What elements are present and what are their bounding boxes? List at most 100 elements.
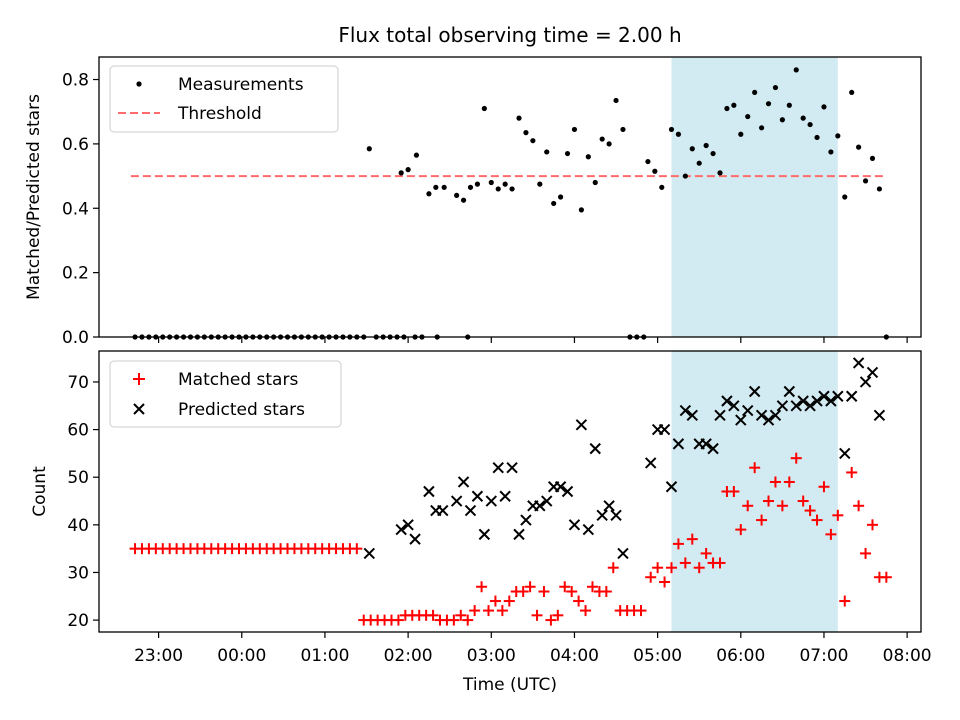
- predicted-star-point: [686, 409, 698, 422]
- legend-predicted-marker: [133, 403, 145, 415]
- predicted-star-point: [845, 390, 858, 402]
- count-x-tick-label: 08:00: [883, 646, 932, 666]
- predicted-star-point: [658, 423, 671, 436]
- predicted-star-point: [742, 404, 754, 417]
- observing-window-bottom: [671, 351, 838, 632]
- predicted-star-point: [561, 485, 574, 498]
- matched-star-point: [797, 495, 809, 507]
- count-x-tick-label: 07:00: [799, 646, 848, 666]
- legend-threshold-label: Threshold: [177, 104, 262, 124]
- matched-star-point: [804, 505, 816, 517]
- measurement-point: [495, 186, 501, 192]
- measurement-point: [481, 105, 487, 112]
- predicted-star-point: [513, 528, 525, 541]
- matched-star-point: [866, 519, 878, 531]
- matched-star-point: [860, 547, 872, 559]
- predicted-star-point: [589, 442, 601, 455]
- measurement-point: [405, 167, 411, 173]
- ratio-panel-frame: [98, 56, 922, 338]
- predicted-star-point: [832, 390, 844, 402]
- measurement-point: [613, 97, 619, 104]
- predicted-star-point: [603, 500, 615, 512]
- ratio-y-tick-label: 0.8: [62, 71, 89, 91]
- predicted-star-point: [534, 500, 546, 512]
- measurement-point: [578, 207, 584, 213]
- matched-star-point: [483, 605, 495, 617]
- count-points: [129, 357, 892, 626]
- count-y-tick-label: 20: [67, 611, 89, 631]
- count-y-axis-label: Count: [30, 466, 50, 517]
- count-x-tick-label: 06:00: [716, 646, 765, 666]
- predicted-star-point: [478, 528, 491, 541]
- matched-star-point: [427, 609, 439, 621]
- measurement-point: [516, 115, 522, 121]
- measurement-point: [426, 191, 432, 197]
- predicted-star-point: [520, 514, 532, 526]
- measurement-point: [530, 138, 536, 144]
- legend-measurements-label: Measurements: [178, 75, 304, 95]
- predicted-star-point: [804, 400, 816, 412]
- predicted-star-point: [866, 366, 879, 379]
- measurement-point: [849, 89, 855, 96]
- matched-star-point: [580, 605, 592, 617]
- predicted-star-point: [471, 490, 484, 502]
- measurement-point: [366, 146, 372, 152]
- predicted-star-point: [665, 481, 678, 493]
- measurement-point: [752, 89, 758, 96]
- matched-star-point: [756, 514, 768, 526]
- matched-star-point: [686, 533, 698, 545]
- ratio-panel: 0.0 0.2 0.4 0.6 0.8 Matched/Predicted stars: [24, 56, 922, 348]
- measurement-point: [488, 179, 494, 186]
- matched-star-point: [552, 609, 564, 621]
- matched-star-point: [846, 466, 858, 478]
- matched-star-point: [853, 500, 865, 512]
- legend-measurements-marker: [136, 81, 142, 87]
- predicted-star-point: [644, 457, 657, 469]
- ratio-y-axis-label: Matched/Predicted stars: [24, 94, 44, 300]
- matched-star-point: [659, 576, 671, 588]
- predicted-star-point: [554, 481, 567, 493]
- matched-star-point: [645, 571, 657, 583]
- measurement-point: [724, 105, 730, 112]
- matched-star-point: [693, 562, 705, 574]
- measurement-point: [821, 104, 827, 110]
- predicted-star-point: [852, 357, 865, 369]
- predicted-star-point: [783, 385, 796, 398]
- measurement-point: [592, 179, 598, 186]
- measurement-point: [398, 170, 404, 176]
- measurement-point: [645, 158, 651, 165]
- measurement-point: [862, 178, 869, 184]
- matched-star-point: [769, 476, 781, 488]
- predicted-star-point: [492, 461, 504, 474]
- measurement-point: [571, 126, 578, 133]
- matched-star-point: [790, 452, 802, 464]
- measurement-point: [652, 168, 658, 174]
- count-y-ticks: 20 30 40 50 60 70: [67, 373, 99, 631]
- count-panel-frame: [98, 350, 922, 633]
- measurement-point: [772, 84, 779, 91]
- predicted-star-point: [825, 395, 837, 407]
- matched-star-point: [880, 571, 892, 583]
- measurement-point: [814, 134, 820, 141]
- predicted-star-point: [714, 409, 726, 422]
- measurement-point: [599, 136, 605, 142]
- matched-star-point: [392, 614, 404, 626]
- predicted-star-point: [395, 523, 407, 536]
- count-x-tick-label: 02:00: [384, 646, 433, 666]
- predicted-star-point: [707, 442, 719, 455]
- matched-star-point: [839, 595, 851, 607]
- predicted-star-point: [839, 447, 851, 460]
- matched-star-point: [476, 581, 488, 593]
- measurement-point: [659, 184, 665, 190]
- count-panel: 20 30 40 50 60 70 23:00 00:00 01:00 02:00 03:00 04…: [30, 350, 932, 695]
- matched-star-point: [607, 562, 619, 574]
- measurement-point: [474, 181, 481, 187]
- measurement-point: [682, 173, 688, 179]
- matched-star-point: [783, 476, 795, 488]
- predicted-star-point: [735, 414, 747, 426]
- matched-star-point: [818, 481, 830, 493]
- legend-matched-label: Matched stars: [178, 370, 298, 390]
- measurement-point: [454, 192, 460, 198]
- predicted-star-point: [575, 419, 588, 431]
- measurement-point: [620, 126, 626, 133]
